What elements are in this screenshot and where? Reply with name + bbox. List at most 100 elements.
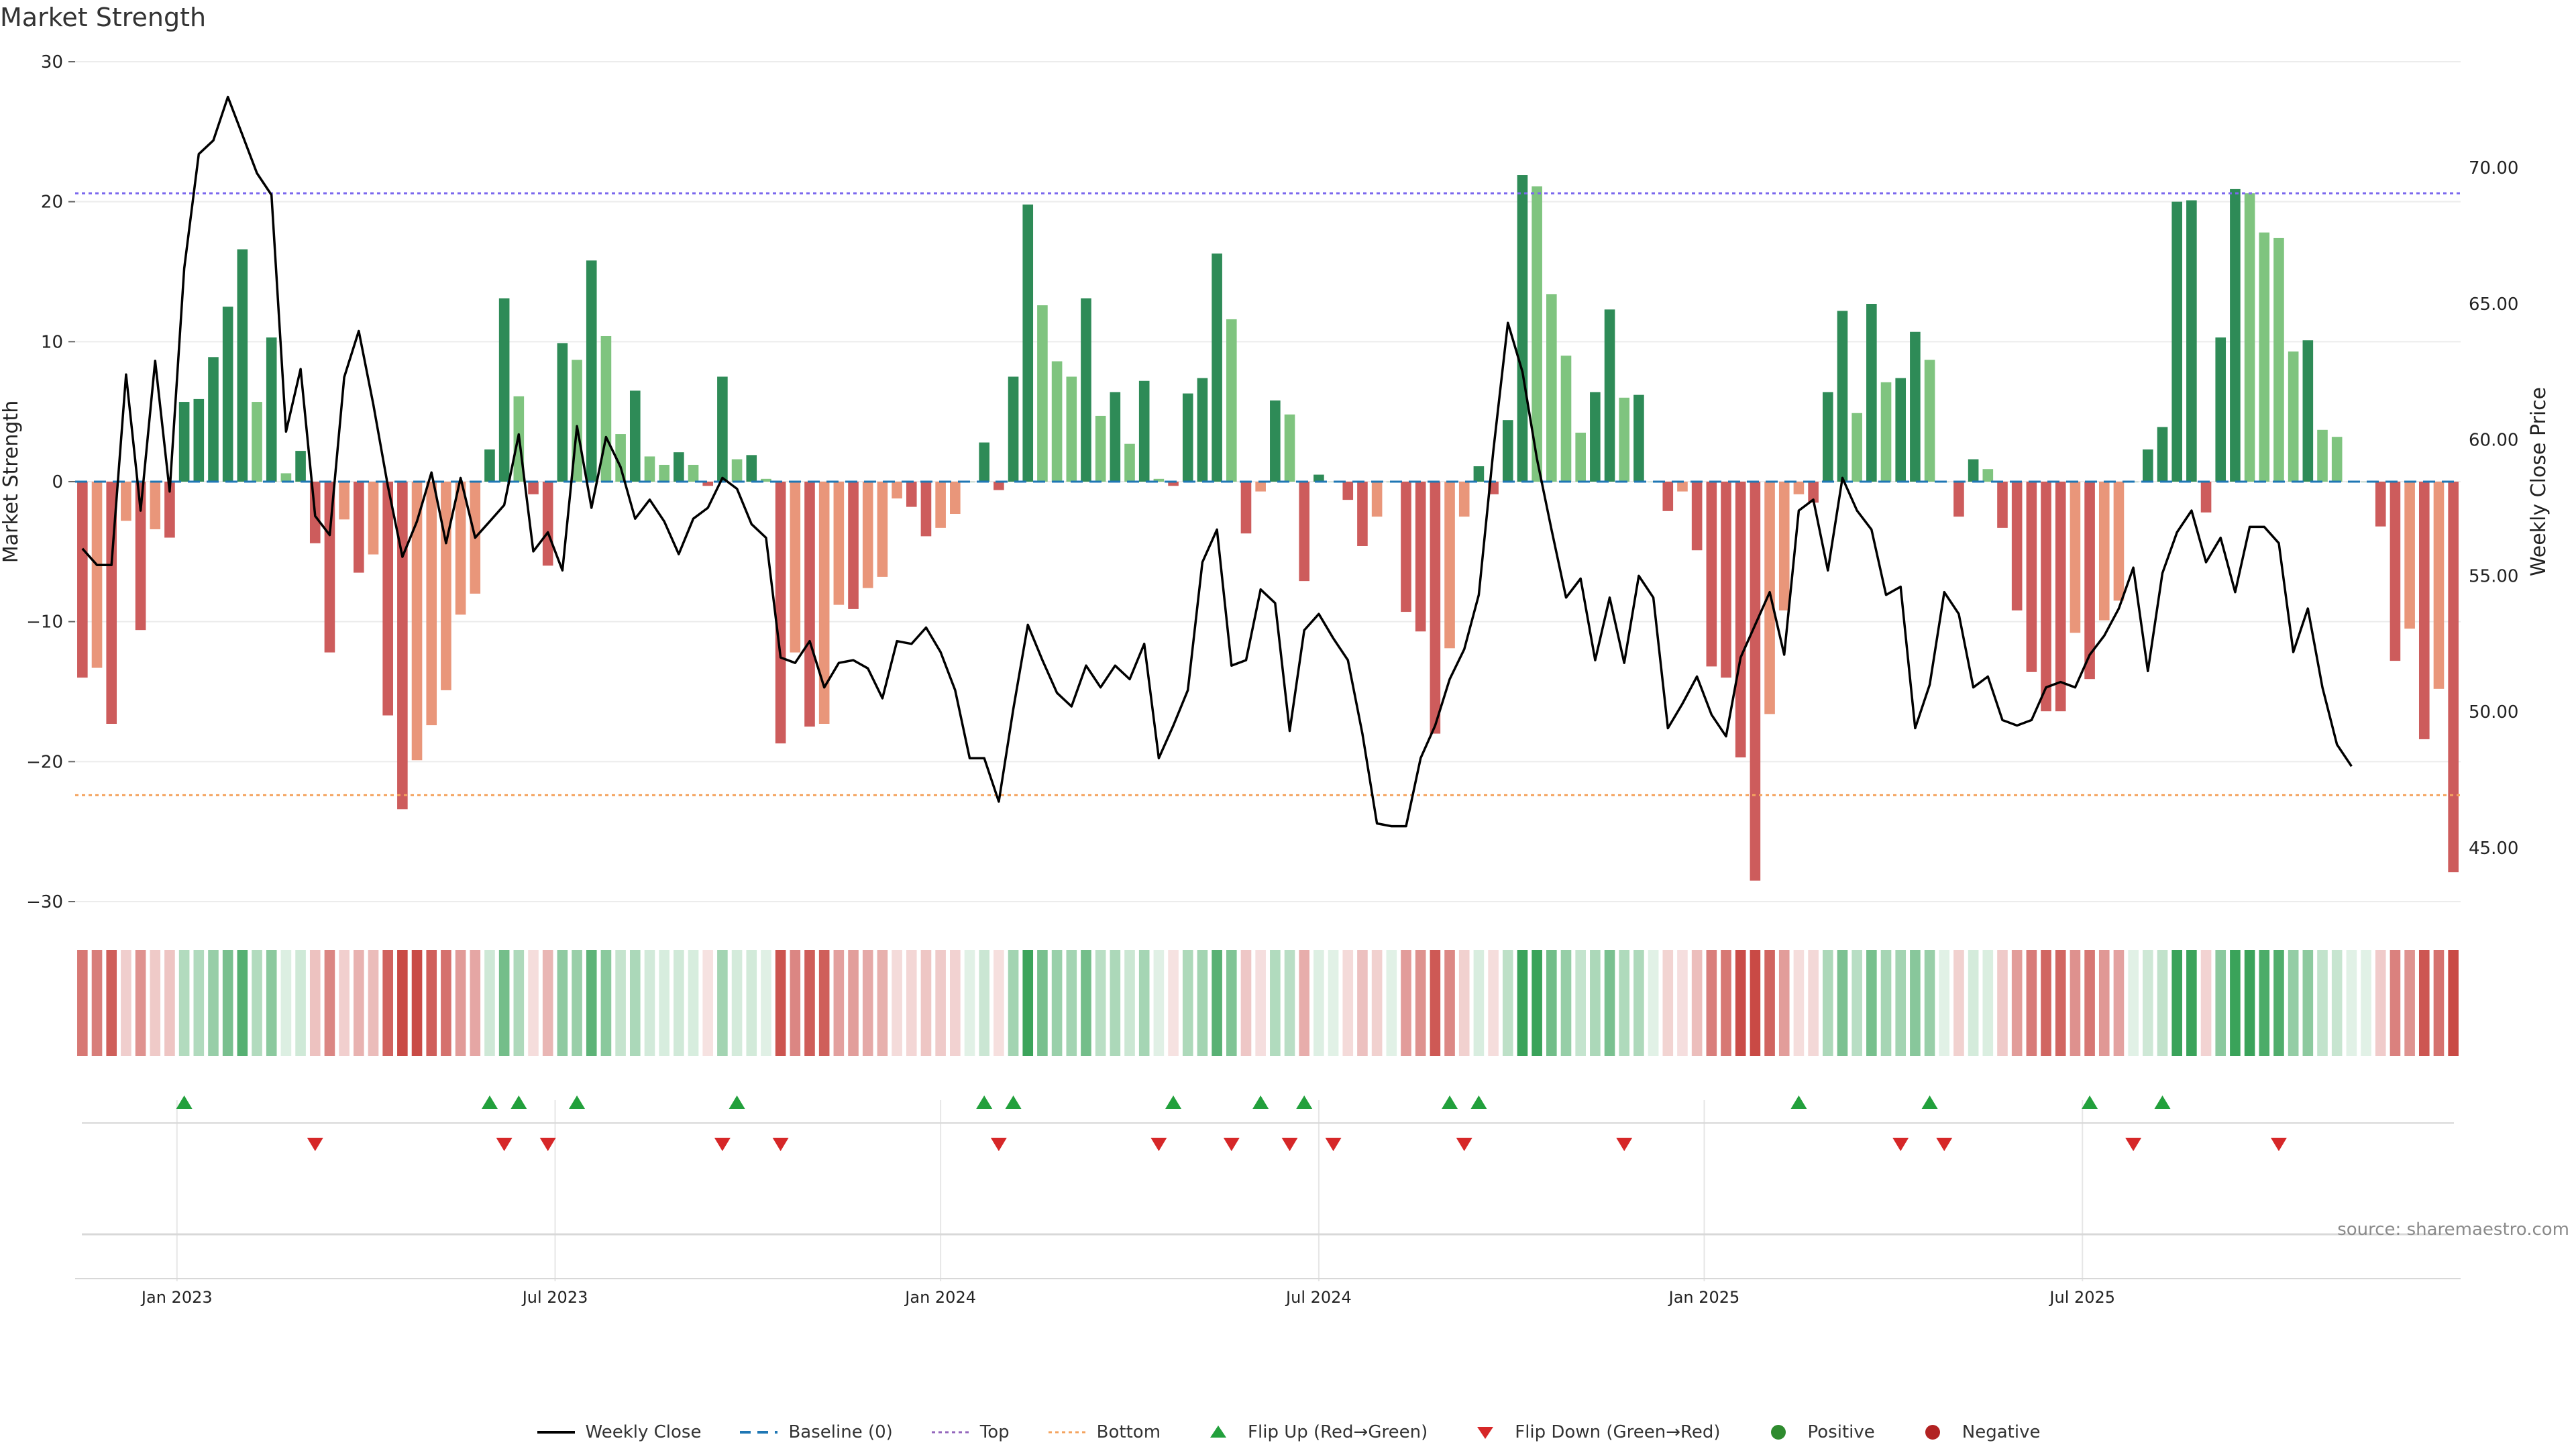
legend-item: Bottom bbox=[1047, 1422, 1161, 1442]
strength-bar bbox=[1517, 175, 1528, 482]
legend-swatch bbox=[931, 1431, 969, 1434]
heatmap-cell bbox=[2317, 950, 2328, 1056]
flip-up-marker bbox=[729, 1095, 745, 1109]
heatmap-cell bbox=[804, 950, 815, 1056]
heatmap-cell bbox=[2200, 950, 2212, 1056]
legend-swatch bbox=[1477, 1427, 1494, 1439]
strength-bar bbox=[2259, 232, 2270, 482]
heatmap-cell bbox=[848, 950, 859, 1056]
legend-label: Weekly Close bbox=[585, 1422, 702, 1442]
heatmap-cell bbox=[1095, 950, 1106, 1056]
flip-up-marker bbox=[976, 1095, 993, 1109]
flip-down-marker bbox=[539, 1138, 556, 1151]
strength-bar bbox=[1124, 443, 1135, 482]
strength-bar bbox=[833, 482, 845, 605]
strength-bar bbox=[77, 482, 88, 678]
heatmap-cell bbox=[309, 950, 321, 1056]
strength-bar bbox=[2404, 482, 2415, 629]
strength-bar bbox=[1953, 482, 1964, 517]
strength-bar bbox=[2302, 340, 2314, 482]
legend-item: Baseline (0) bbox=[739, 1422, 893, 1442]
strength-bar bbox=[1997, 482, 2008, 528]
flip-up-marker bbox=[1921, 1095, 1938, 1109]
strength-bar bbox=[1022, 204, 1034, 482]
heatmap-cell bbox=[935, 950, 946, 1056]
x-tick-label: Jul 2024 bbox=[1285, 1288, 1352, 1307]
strength-bar bbox=[1415, 482, 1426, 632]
strength-bar bbox=[746, 455, 757, 482]
strength-bar bbox=[1197, 378, 1208, 482]
strength-bar bbox=[2098, 482, 2110, 621]
heatmap-cell bbox=[91, 950, 103, 1056]
strength-bar bbox=[150, 482, 161, 529]
heatmap-cell bbox=[2288, 950, 2299, 1056]
y-axis-label: Market Strength bbox=[0, 400, 23, 563]
heatmap-cell bbox=[1982, 950, 1994, 1056]
strength-bar bbox=[688, 464, 699, 482]
strength-bar bbox=[2331, 437, 2343, 482]
heatmap-cell bbox=[833, 950, 845, 1056]
strength-bar bbox=[1633, 394, 1644, 482]
strength-bar bbox=[1750, 482, 1761, 881]
heatmap-cell bbox=[542, 950, 553, 1056]
strength-bar bbox=[892, 482, 902, 499]
heatmap-cell bbox=[1182, 950, 1193, 1056]
legend-swatch bbox=[1925, 1425, 1940, 1440]
heatmap-cell bbox=[1662, 950, 1674, 1056]
heatmap-cell bbox=[1910, 950, 1921, 1056]
heatmap-cell bbox=[674, 950, 684, 1056]
strength-bar bbox=[1808, 482, 1819, 503]
heatmap-cell bbox=[1299, 950, 1310, 1056]
heatmap-cell bbox=[2331, 950, 2343, 1056]
strength-bar bbox=[731, 459, 743, 482]
heatmap-cell bbox=[920, 950, 932, 1056]
source-label: source: sharemaestro.com bbox=[2337, 1220, 2569, 1240]
heatmap-cell bbox=[2273, 950, 2284, 1056]
heatmap-cell bbox=[1212, 950, 1222, 1056]
heatmap-cell bbox=[702, 950, 714, 1056]
y-tick-label: 10 bbox=[41, 332, 63, 352]
strength-bar bbox=[1081, 298, 1091, 482]
heatmap-cell bbox=[2230, 950, 2241, 1056]
heatmap-cell bbox=[1532, 950, 1542, 1056]
heatmap-cell bbox=[1546, 950, 1557, 1056]
heatmap-cell bbox=[1721, 950, 1731, 1056]
strength-bar bbox=[2418, 482, 2430, 739]
heatmap-cell bbox=[1778, 950, 1790, 1056]
y2-axis-label: Weekly Close Price bbox=[2527, 387, 2551, 576]
legend-item: Flip Down (Green→Red) bbox=[1465, 1422, 1721, 1442]
heatmap-cell bbox=[1270, 950, 1281, 1056]
heatmap-cell bbox=[1822, 950, 1833, 1056]
strength-bar bbox=[484, 449, 495, 482]
heatmap-cell bbox=[2098, 950, 2110, 1056]
strength-bar bbox=[1037, 305, 1048, 482]
triangle-up-icon bbox=[1210, 1426, 1227, 1438]
strength-bar bbox=[1430, 482, 1441, 734]
heatmap-cell bbox=[397, 950, 408, 1056]
strength-bar bbox=[2070, 482, 2081, 633]
strength-bar bbox=[1866, 303, 1877, 482]
strength-bar bbox=[1590, 392, 1601, 482]
heatmap-cell bbox=[1837, 950, 1848, 1056]
strength-bar bbox=[1444, 482, 1455, 649]
y-tick-label: 30 bbox=[41, 52, 63, 72]
heatmap-cell bbox=[193, 950, 205, 1056]
strength-bar bbox=[2186, 200, 2197, 482]
heatmap-cell bbox=[1502, 950, 1513, 1056]
heatmap-cell bbox=[1430, 950, 1441, 1056]
heatmap-cell bbox=[1619, 950, 1630, 1056]
strength-bar bbox=[1735, 482, 1746, 758]
strength-bar bbox=[1575, 432, 1586, 482]
heatmap-cell bbox=[1037, 950, 1048, 1056]
heatmap-cell bbox=[237, 950, 248, 1056]
strength-bar bbox=[382, 482, 393, 716]
strength-bar bbox=[1677, 482, 1688, 492]
strength-bar bbox=[2026, 482, 2037, 672]
strength-bar bbox=[790, 482, 801, 653]
strength-bar bbox=[629, 390, 641, 482]
x-tick-label: Jan 2024 bbox=[904, 1288, 976, 1307]
strength-bar bbox=[1822, 392, 1833, 482]
flip-up-marker bbox=[1165, 1095, 1182, 1109]
heatmap-cell bbox=[1764, 950, 1775, 1056]
heatmap-cell bbox=[1255, 950, 1266, 1056]
